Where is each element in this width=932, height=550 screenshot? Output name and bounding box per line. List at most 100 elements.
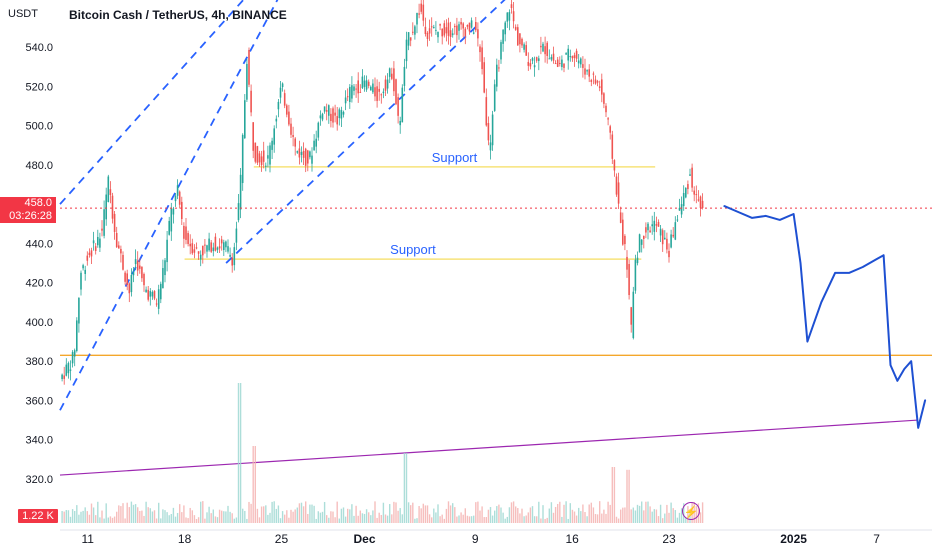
candle-body [128, 283, 131, 294]
candle-body [359, 91, 362, 93]
volume-bar [275, 508, 277, 523]
candle-body [237, 203, 240, 221]
volume-bar [176, 512, 179, 523]
volume-bar [521, 508, 523, 523]
candle-body [391, 73, 393, 79]
candle-body [544, 46, 546, 55]
volume-bar [227, 505, 229, 523]
volume-bar [128, 507, 130, 523]
candle-body [170, 208, 173, 232]
candle-body [502, 29, 504, 44]
candle-body [69, 369, 72, 371]
candle-body [672, 234, 674, 237]
volume-bar [651, 511, 653, 523]
volume-bar [143, 515, 145, 523]
candle-body [533, 65, 536, 68]
volume-bar [491, 515, 494, 523]
candle-body [193, 249, 196, 253]
candle-body [346, 96, 349, 98]
volume-bar [313, 505, 315, 523]
candle-body [628, 264, 630, 296]
candle-body [489, 142, 492, 151]
volume-bar [552, 512, 555, 523]
candle-body [695, 194, 698, 196]
volume-bar [567, 518, 569, 523]
candle-body [485, 97, 488, 126]
y-tick-label: 420.0 [25, 278, 53, 290]
volume-bar [512, 501, 515, 523]
candle-body [355, 88, 357, 90]
volume-bar [515, 506, 517, 523]
candle-body [699, 196, 702, 208]
candle-body [657, 221, 660, 227]
lightning-icon[interactable]: ⚡ [682, 502, 700, 520]
candle-body [514, 26, 517, 30]
volume-bar [414, 518, 416, 523]
candle-body [269, 145, 271, 165]
candle-body [130, 274, 133, 293]
volume-bar [212, 509, 214, 523]
volume-bar [389, 504, 391, 523]
candle-body [393, 68, 395, 92]
candle-body [611, 134, 614, 159]
candle-body [216, 247, 219, 250]
volume-bar [116, 511, 118, 523]
volume-bar [319, 512, 322, 523]
y-tick-label: 440.0 [25, 238, 53, 250]
candle-body [640, 239, 643, 245]
volume-bar [359, 510, 361, 523]
volume-bar [311, 504, 313, 523]
candle-body [279, 87, 282, 98]
volume-bar [174, 516, 177, 523]
candle-body [607, 118, 609, 120]
candle-body [584, 68, 586, 75]
candle-body [99, 238, 101, 248]
candle-body [403, 66, 406, 86]
volume-bar [326, 515, 328, 523]
candle-body [67, 363, 70, 374]
candle-body [166, 239, 168, 263]
volume-bar [554, 506, 557, 523]
candle-body [571, 56, 574, 59]
volume-bar [391, 514, 393, 523]
x-tick-label: 16 [565, 532, 579, 546]
candle-body [626, 256, 628, 270]
candle-body [691, 167, 693, 188]
candle-body [319, 115, 322, 119]
volume-bar [443, 518, 445, 523]
volume-bar [76, 505, 78, 523]
volume-bar [550, 502, 553, 523]
volume-bar [401, 514, 403, 523]
volume-bar [664, 513, 666, 523]
candle-body [229, 254, 231, 257]
candle-body [283, 93, 286, 106]
volume-bar [428, 514, 431, 523]
last-price-value: 458.0 [24, 197, 52, 209]
candle-body [451, 33, 454, 36]
candle-body [546, 42, 548, 57]
bar-countdown: 03:26:28 [9, 210, 52, 222]
candle-body [298, 148, 301, 158]
volume-bar [361, 513, 364, 523]
volume-bar [601, 513, 603, 523]
candle-body [437, 31, 439, 38]
volume-bar [487, 509, 490, 523]
volume-badge: 1.22 K [18, 509, 58, 523]
volume-bar [296, 507, 298, 523]
candle-body [262, 150, 265, 162]
candle-body [517, 27, 519, 46]
candle-body [183, 225, 185, 239]
candle-body [309, 151, 311, 158]
candle-body [588, 69, 590, 77]
candle-body [307, 150, 309, 164]
candle-body [325, 110, 328, 112]
volume-bar [680, 508, 683, 523]
volume-bar [544, 518, 546, 523]
volume-bar [458, 515, 460, 523]
volume-bar [517, 508, 519, 523]
candle-body [567, 48, 569, 61]
candle-body [493, 84, 496, 111]
volume-bar [69, 516, 72, 523]
